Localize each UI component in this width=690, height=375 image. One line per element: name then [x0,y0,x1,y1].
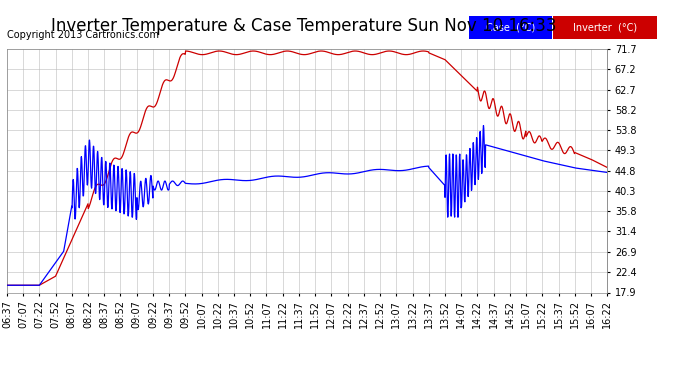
Text: Copyright 2013 Cartronics.com: Copyright 2013 Cartronics.com [7,30,159,40]
Text: Inverter  (°C): Inverter (°C) [573,23,637,33]
Text: Inverter Temperature & Case Temperature Sun Nov 10 16:33: Inverter Temperature & Case Temperature … [51,17,556,35]
Text: Case  (°C): Case (°C) [486,23,535,33]
